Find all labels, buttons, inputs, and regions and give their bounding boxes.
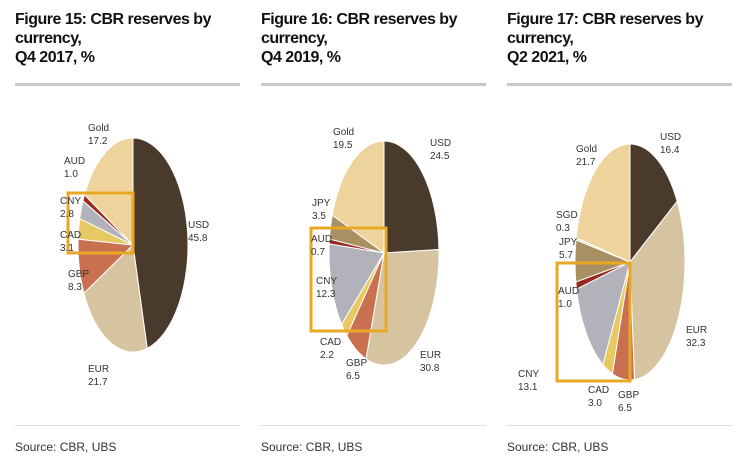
source-note: Source: CBR, UBS [507, 440, 609, 454]
slice-label-aud: AUD [64, 156, 85, 167]
slice-label-gold: Gold [88, 123, 109, 134]
slice-value-aud: 1.0 [64, 169, 78, 180]
title-divider [15, 83, 240, 86]
slice-label-gold: Gold [576, 144, 597, 155]
slice-label-usd: USD [430, 138, 451, 149]
slice-value-gold: 21.7 [576, 157, 596, 168]
slice-label-usd: USD [188, 220, 209, 231]
source-divider [15, 425, 240, 426]
pie-slice-gold [331, 140, 385, 254]
slice-value-jpy: 3.5 [312, 211, 326, 222]
figure-16-panel: Figure 16: CBR reserves by currency, Q4 … [261, 0, 486, 471]
slice-label-cad: CAD [588, 385, 609, 396]
source-note: Source: CBR, UBS [15, 440, 117, 454]
pie-0 [77, 137, 189, 353]
slice-label-gold: Gold [333, 127, 354, 138]
highlight-box [66, 191, 135, 255]
title-line-2: Q4 2017, % [15, 49, 95, 66]
slice-value-eur: 32.3 [686, 338, 706, 349]
slice-label-gbp: GBP [618, 390, 639, 401]
slice-label-eur: EUR [420, 350, 441, 361]
slice-value-cny: 13.1 [518, 382, 538, 393]
title-line-2: Q4 2019, % [261, 49, 341, 66]
slice-label-eur: EUR [686, 325, 707, 336]
highlight-box [555, 261, 632, 383]
figure-17-panel: Figure 17: CBR reserves by currency, Q2 … [507, 0, 732, 471]
slice-value-eur: 30.8 [420, 363, 440, 374]
source-divider [507, 425, 732, 426]
pie-slice-eur [365, 248, 440, 366]
slice-value-sgd: 0.3 [556, 223, 570, 234]
slice-label-aud: AUD [311, 234, 332, 245]
figure-title: Figure 17: CBR reserves by currency, Q2 … [507, 10, 732, 67]
figure-15-panel: Figure 15: CBR reserves by currency, Q4 … [15, 0, 240, 471]
title-line-1: Figure 16: CBR reserves by currency, [261, 11, 457, 47]
pie-slice-usd [383, 140, 440, 254]
slice-label-cny: CNY [316, 276, 337, 287]
slice-value-gbp: 6.5 [618, 403, 632, 414]
pie-slice-usd [629, 143, 678, 264]
slice-value-gold: 19.5 [333, 140, 353, 151]
pie-slice-gold [575, 143, 631, 263]
title-line-2: Q2 2021, % [507, 49, 587, 66]
slice-label-aud: AUD [558, 286, 579, 297]
pie-slice-eur [83, 243, 148, 353]
slice-value-cny: 12.3 [316, 289, 336, 300]
title-divider [261, 83, 486, 86]
source-divider [261, 425, 486, 426]
slice-label-cad: CAD [320, 337, 341, 348]
slice-value-gbp: 6.5 [346, 371, 360, 382]
slice-label-cad: CAD [60, 230, 81, 241]
slice-value-cad: 3.0 [588, 398, 602, 409]
slice-value-usd: 16.4 [660, 145, 680, 156]
source-note: Source: CBR, UBS [261, 440, 363, 454]
title-line-1: Figure 15: CBR reserves by currency, [15, 11, 211, 47]
slice-value-cad: 3.1 [60, 243, 74, 254]
slice-value-eur: 21.7 [88, 377, 108, 388]
slice-label-jpy: JPY [312, 198, 331, 209]
slice-label-sgd: SGD [556, 210, 578, 221]
slice-value-cad: 2.2 [320, 350, 334, 361]
slice-value-usd: 24.5 [430, 151, 450, 162]
slice-label-gbp: GBP [68, 269, 89, 280]
title-line-1: Figure 17: CBR reserves by currency, [507, 11, 703, 47]
slice-label-jpy: JPY [559, 237, 578, 248]
slice-label-cny: CNY [518, 369, 539, 380]
figure-title: Figure 15: CBR reserves by currency, Q4 … [15, 10, 240, 67]
slice-value-aud: 1.0 [558, 299, 572, 310]
title-divider [507, 83, 732, 86]
slice-label-gbp: GBP [346, 358, 367, 369]
slice-value-gold: 17.2 [88, 136, 108, 147]
pie-slice-eur [629, 200, 686, 381]
pie-slice-cny [328, 243, 385, 326]
slice-label-cny: CNY [60, 196, 81, 207]
slice-label-usd: USD [660, 132, 681, 143]
slice-value-aud: 0.7 [311, 247, 325, 258]
highlight-box [309, 226, 388, 333]
slice-value-gbp: 8.3 [68, 282, 82, 293]
pie-slice-usd [132, 137, 189, 350]
figure-title: Figure 16: CBR reserves by currency, Q4 … [261, 10, 486, 67]
slice-value-usd: 45.8 [188, 233, 208, 244]
slice-value-cny: 2.8 [60, 209, 74, 220]
slice-label-eur: EUR [88, 364, 109, 375]
pie-slice-cny [575, 261, 631, 366]
slice-value-jpy: 5.7 [559, 250, 573, 261]
